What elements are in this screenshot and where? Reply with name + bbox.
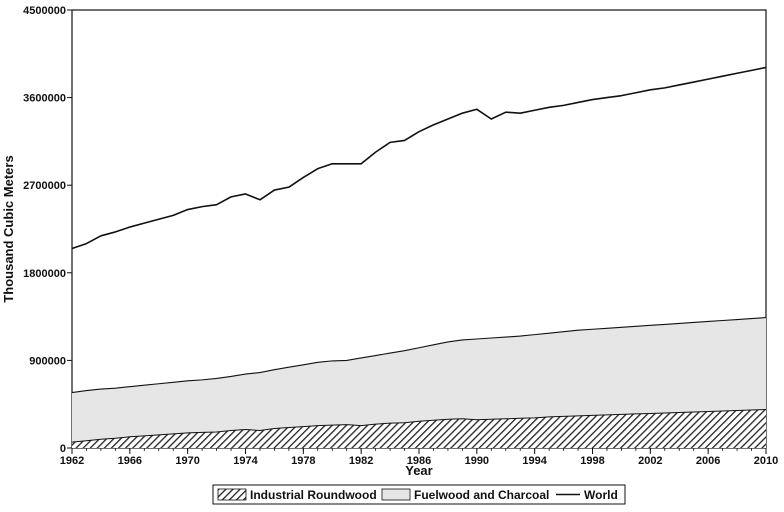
x-tick-label: 1982 <box>349 455 373 467</box>
y-tick-label: 3600000 <box>23 93 66 105</box>
line-series-group <box>71 66 767 443</box>
y-axis-title: Thousand Cubic Meters <box>1 155 16 302</box>
legend: Industrial Roundwood Fuelwood and Charco… <box>212 484 626 505</box>
x-tick-label: 1986 <box>407 455 431 467</box>
x-tick-label: 2002 <box>638 455 662 467</box>
x-tick-label: 1962 <box>60 455 84 467</box>
legend-swatch-industrial-roundwood <box>217 488 247 501</box>
legend-label-world: World <box>584 488 618 502</box>
x-tick-label: 2006 <box>696 455 720 467</box>
x-axis-title: Year <box>405 463 432 478</box>
x-tick-label: 1970 <box>175 455 199 467</box>
legend-label-industrial-roundwood: Industrial Roundwood <box>250 488 377 502</box>
y-axis: 0 900000 1800000 2700000 3600000 4500000 <box>23 5 72 455</box>
y-tick-label: 1800000 <box>23 268 66 280</box>
legend-label-fuelwood-charcoal: Fuelwood and Charcoal <box>414 488 549 502</box>
x-tick-label: 1998 <box>580 455 604 467</box>
area-industrial-roundwood <box>72 409 766 448</box>
y-tick-label: 4500000 <box>23 5 66 17</box>
y-tick-label: 900000 <box>29 355 66 367</box>
legend-swatch-fuelwood-charcoal <box>381 488 411 501</box>
y-tick-label: 2700000 <box>23 180 66 192</box>
line-world <box>71 66 767 250</box>
x-tick-label: 1990 <box>465 455 489 467</box>
x-tick-label: 2010 <box>754 455 778 467</box>
x-tick-label: 1966 <box>118 455 142 467</box>
x-tick-label: 1974 <box>233 455 258 467</box>
x-axis: 1962 1966 1970 1974 1978 1982 1986 1990 1994 1998… <box>60 448 778 467</box>
y-tick-label: 0 <box>60 443 66 455</box>
area-top-edge-industrial-roundwood <box>71 409 767 443</box>
x-tick-label: 1994 <box>522 455 547 467</box>
x-tick-label: 1978 <box>291 455 315 467</box>
legend-box <box>212 484 626 505</box>
area-top-edge-fuelwood-and-charcoal <box>71 317 767 394</box>
